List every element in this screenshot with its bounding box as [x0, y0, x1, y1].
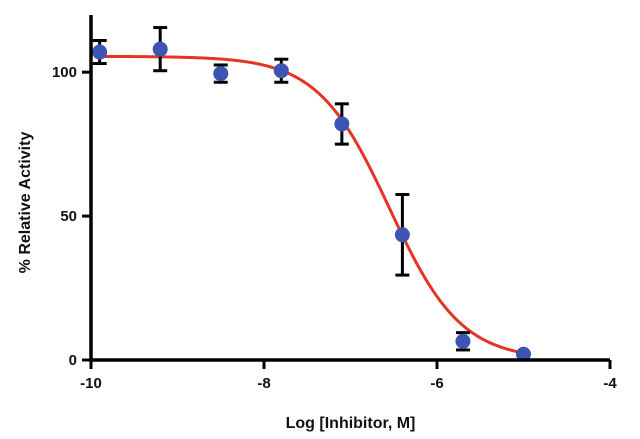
x-tick-label: -4: [603, 375, 617, 392]
y-tick-label: 0: [69, 352, 77, 369]
fit-curve: [99, 54, 524, 355]
data-point: [92, 44, 108, 60]
x-tick-label: -6: [430, 375, 443, 392]
fit-curve-layer: [99, 54, 524, 355]
y-tick-label: 100: [52, 64, 77, 81]
axes: [89, 15, 610, 362]
x-tick-label: -8: [257, 375, 270, 392]
data-point: [455, 333, 471, 349]
y-tick-label: 50: [60, 208, 77, 225]
x-axis-label: Log [Inhibitor, M]: [286, 415, 416, 432]
x-tick-label: -10: [80, 375, 102, 392]
data-point: [394, 227, 410, 243]
data-point: [273, 63, 289, 79]
data-point: [516, 346, 531, 362]
data-point: [334, 116, 350, 132]
y-axis-label: % Relative Activity: [17, 132, 34, 274]
data-point: [213, 66, 229, 82]
data-point: [152, 41, 168, 57]
data-point-layer: [92, 41, 531, 362]
tick-layer: -10 -8 -6 -4 0 50 100: [52, 64, 617, 392]
